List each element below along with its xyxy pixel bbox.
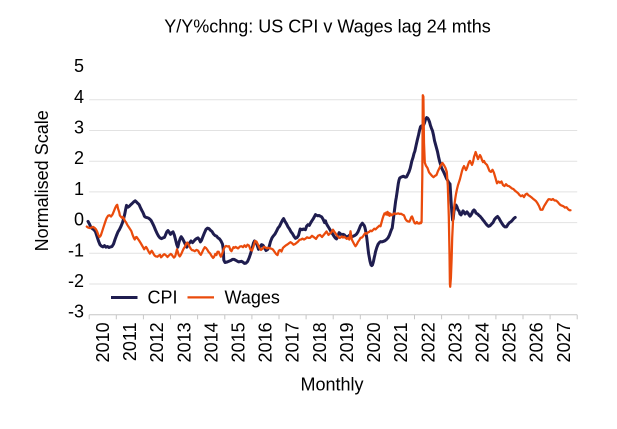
svg-text:2: 2 [74,148,84,168]
svg-text:-2: -2 [68,271,84,291]
svg-text:2018: 2018 [310,322,330,362]
svg-text:2019: 2019 [337,322,357,362]
svg-text:2021: 2021 [391,322,411,362]
svg-text:2011: 2011 [120,322,140,361]
svg-text:2025: 2025 [500,322,520,362]
svg-text:2017: 2017 [283,322,303,362]
svg-text:2024: 2024 [473,322,493,362]
svg-text:2013: 2013 [174,322,194,362]
svg-text:4: 4 [74,87,84,107]
svg-text:3: 3 [74,118,84,138]
svg-text:Normalised Scale: Normalised Scale [32,110,52,251]
svg-text:0: 0 [74,210,84,230]
svg-text:5: 5 [74,56,84,76]
svg-text:2016: 2016 [256,322,276,362]
svg-text:2023: 2023 [445,322,465,362]
svg-text:2026: 2026 [527,322,547,362]
svg-text:1: 1 [74,179,84,199]
svg-text:-1: -1 [68,240,84,260]
svg-text:2015: 2015 [229,322,249,362]
svg-text:Y/Y%chng: US CPI v Wages lag 2: Y/Y%chng: US CPI v Wages lag 24 mths [164,16,490,36]
svg-text:2010: 2010 [93,322,113,362]
svg-text:2027: 2027 [554,322,574,362]
svg-text:Monthly: Monthly [300,374,363,394]
svg-text:2014: 2014 [201,322,221,362]
svg-text:2020: 2020 [364,322,384,362]
svg-text:Wages: Wages [225,288,280,308]
svg-text:CPI: CPI [148,288,178,308]
svg-text:2012: 2012 [147,322,167,362]
svg-text:2022: 2022 [418,322,438,362]
svg-text:-3: -3 [68,302,84,322]
